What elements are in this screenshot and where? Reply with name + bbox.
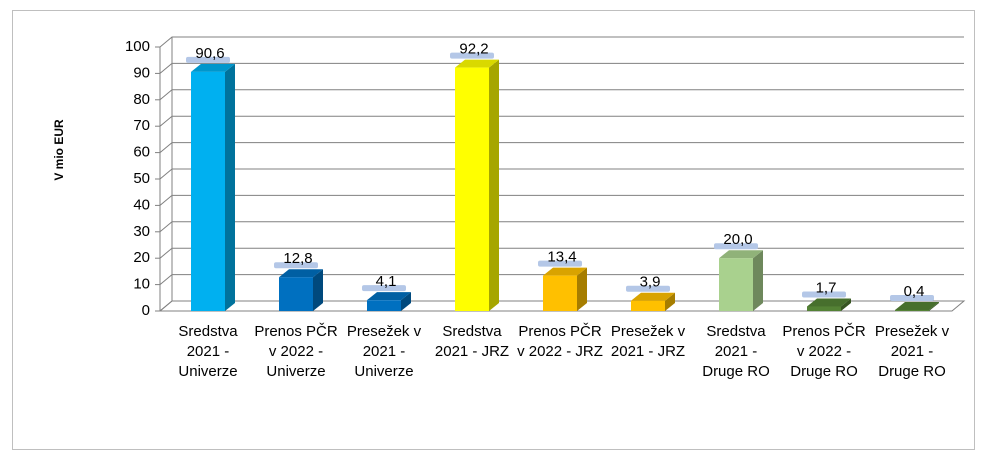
bar-side	[753, 250, 763, 311]
x-tick-label: Sredstva 2021 - Univerze	[178, 323, 238, 380]
bar-side	[313, 269, 323, 311]
x-tick-label: Prenos PČR v 2022 - Druge RO	[782, 323, 866, 380]
value-label-bg	[186, 56, 230, 63]
value-label-bg	[274, 262, 318, 269]
x-tick-label: Presežek v 2021 - Univerze	[346, 323, 422, 380]
bar-side	[225, 63, 235, 311]
value-label: 3,9	[640, 274, 661, 291]
grid-line	[159, 247, 964, 259]
bar-top	[543, 267, 587, 276]
x-tick-label: Presežek v 2021 - JRZ	[610, 323, 686, 360]
bar-front	[719, 258, 753, 311]
bar	[895, 301, 939, 311]
value-label: 4,1	[376, 273, 397, 290]
y-tick-label: 100	[125, 38, 150, 55]
y-axis-label: V mio EUR	[52, 119, 66, 181]
x-tick-label: Presežek v 2021 - Druge RO	[874, 323, 950, 380]
y-tick-label: 60	[133, 144, 150, 161]
bar-front	[191, 71, 225, 311]
y-tick-label: 30	[133, 223, 150, 240]
value-label-bg	[538, 260, 582, 267]
grid-line	[159, 115, 964, 127]
bar-top	[719, 250, 763, 259]
x-tick-label: Prenos PČR v 2022 - JRZ	[517, 323, 603, 360]
bar-front	[543, 275, 577, 311]
value-label: 1,7	[816, 279, 837, 296]
value-label: 90,6	[195, 45, 224, 62]
bar-side	[401, 292, 411, 311]
bar-side	[665, 292, 675, 311]
bar-front	[895, 309, 929, 311]
bar-side	[929, 301, 939, 311]
bar-top	[895, 301, 939, 310]
bar-side	[841, 298, 851, 311]
x-tick-label: Sredstva 2021 - Druge RO	[702, 323, 770, 380]
x-tick-label: Sredstva 2021 - JRZ	[434, 323, 510, 360]
value-label-bg	[362, 285, 406, 292]
bar-front	[807, 306, 841, 311]
bar-front	[367, 300, 401, 311]
grid-line	[159, 168, 964, 180]
bar-top	[631, 292, 675, 301]
value-label: 12,8	[283, 250, 312, 267]
x-tick-label: Prenos PČR v 2022 - Univerze	[254, 323, 338, 380]
y-tick-label: 0	[142, 302, 150, 319]
bar-side	[577, 267, 587, 311]
grid-line	[159, 142, 964, 153]
value-label-bg	[802, 291, 846, 298]
bar	[279, 269, 323, 311]
value-label: 0,4	[904, 283, 925, 300]
grid-line	[159, 36, 964, 48]
value-label-bg	[890, 294, 934, 301]
bar-side	[489, 59, 499, 312]
grid-line	[159, 274, 964, 285]
bar	[191, 63, 235, 311]
y-tick-label: 50	[133, 170, 150, 187]
bar	[455, 59, 499, 312]
grid-line	[159, 300, 964, 312]
value-label: 20,0	[723, 231, 752, 248]
bar	[367, 292, 411, 311]
bar-front	[631, 300, 665, 311]
bar-top	[191, 63, 235, 72]
grid-line	[159, 194, 964, 206]
grid-line	[159, 221, 964, 233]
grid-line	[159, 89, 964, 101]
value-label: 92,2	[459, 41, 488, 58]
y-tick-label: 70	[133, 117, 150, 134]
bar-top	[279, 269, 323, 278]
grid-line	[159, 62, 964, 74]
y-tick-label: 20	[133, 249, 150, 266]
y-tick-label: 90	[133, 64, 150, 81]
value-label-bg	[714, 243, 758, 250]
y-tick-label: 80	[133, 91, 150, 108]
bar-front	[455, 67, 489, 311]
y-tick-label: 10	[133, 276, 150, 293]
bar	[543, 267, 587, 311]
bar	[631, 292, 675, 311]
value-label-bg	[450, 52, 494, 59]
value-label-bg	[626, 285, 670, 292]
bar-front	[279, 277, 313, 311]
bar	[719, 250, 763, 311]
value-label: 13,4	[547, 249, 576, 266]
bar-top	[807, 298, 851, 307]
bar-top	[367, 292, 411, 301]
bar-top	[455, 59, 499, 68]
y-tick-label: 40	[133, 196, 150, 213]
bar	[807, 298, 851, 311]
